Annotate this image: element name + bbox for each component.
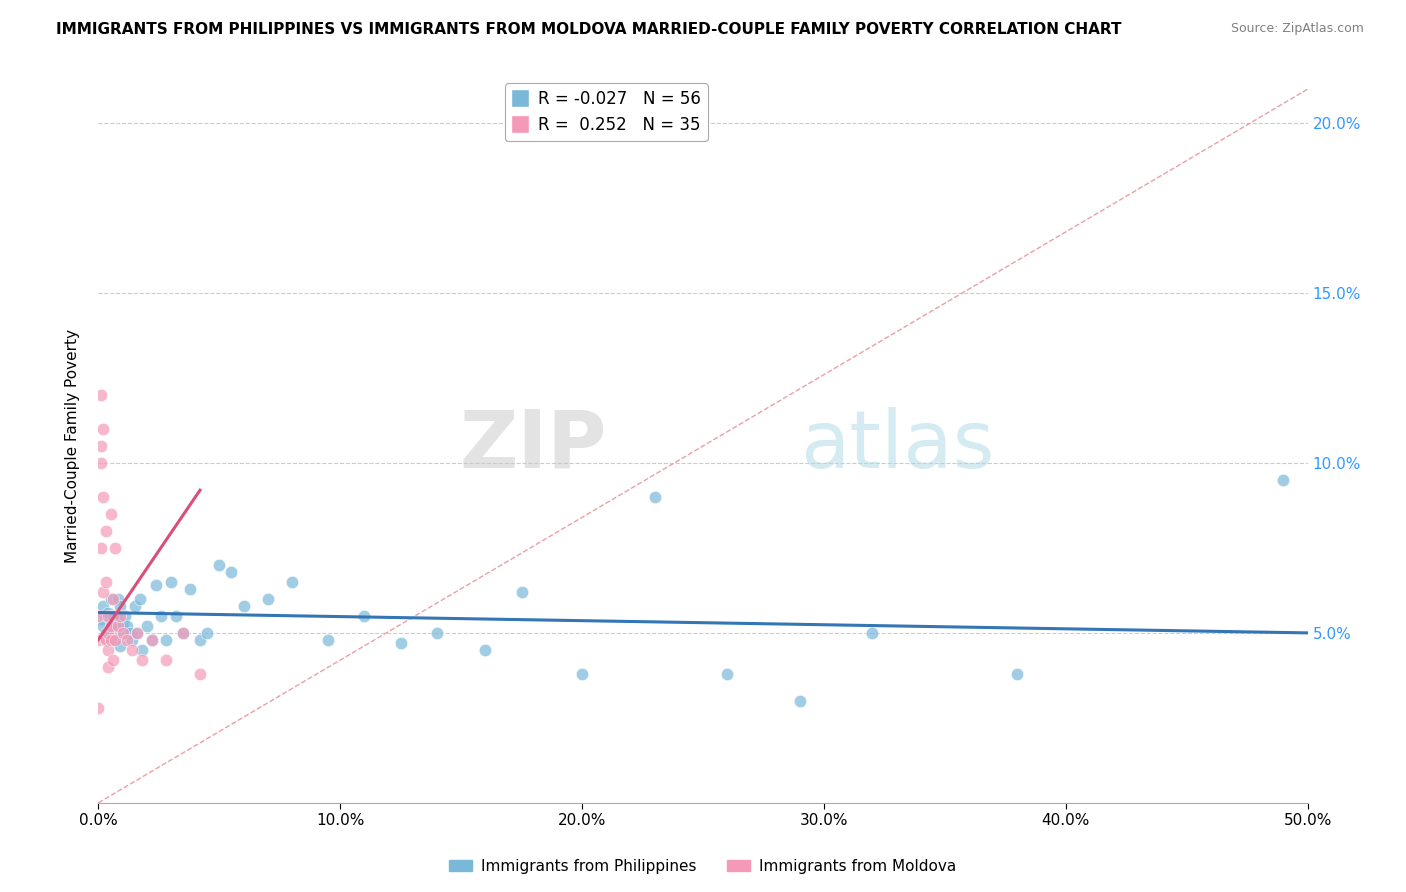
Point	[117, 619, 139, 633]
Point	[90, 456, 112, 470]
Point	[155, 632, 177, 647]
Point	[90, 439, 112, 453]
Point	[101, 626, 124, 640]
Point	[117, 632, 139, 647]
Point	[155, 653, 177, 667]
Point	[100, 632, 122, 647]
Point	[91, 599, 114, 613]
Point	[114, 608, 136, 623]
Point	[474, 643, 496, 657]
Point	[150, 608, 173, 623]
Point	[101, 591, 124, 606]
Point	[94, 524, 117, 538]
Point	[97, 608, 120, 623]
Point	[100, 591, 122, 606]
Point	[789, 694, 811, 708]
Point	[104, 619, 127, 633]
Point	[141, 632, 163, 647]
Point	[208, 558, 231, 572]
Point	[127, 626, 149, 640]
Point	[860, 626, 883, 640]
Point	[111, 615, 134, 630]
Point	[94, 608, 117, 623]
Point	[124, 599, 146, 613]
Point	[91, 490, 114, 504]
Text: Source: ZipAtlas.com: Source: ZipAtlas.com	[1230, 22, 1364, 36]
Point	[94, 632, 117, 647]
Point	[316, 632, 339, 647]
Point	[510, 585, 533, 599]
Point	[87, 700, 110, 714]
Point	[97, 643, 120, 657]
Point	[91, 585, 114, 599]
Text: IMMIGRANTS FROM PHILIPPINES VS IMMIGRANTS FROM MOLDOVA MARRIED-COUPLE FAMILY POV: IMMIGRANTS FROM PHILIPPINES VS IMMIGRANT…	[56, 22, 1122, 37]
Point	[165, 608, 187, 623]
Point	[426, 626, 449, 640]
Point	[188, 632, 211, 647]
Point	[97, 606, 120, 620]
Point	[121, 632, 143, 647]
Point	[135, 619, 157, 633]
Legend: R = -0.027   N = 56, R =  0.252   N = 35: R = -0.027 N = 56, R = 0.252 N = 35	[505, 83, 707, 141]
Point	[111, 626, 134, 640]
Point	[389, 636, 412, 650]
Point	[108, 640, 131, 654]
Point	[104, 632, 127, 647]
Point	[108, 599, 131, 613]
Point	[111, 626, 134, 640]
Point	[100, 619, 122, 633]
Point	[160, 574, 183, 589]
Y-axis label: Married-Couple Family Poverty: Married-Couple Family Poverty	[65, 329, 80, 563]
Point	[172, 626, 194, 640]
Point	[107, 591, 129, 606]
Point	[91, 619, 114, 633]
Point	[141, 632, 163, 647]
Point	[127, 626, 149, 640]
Point	[188, 666, 211, 681]
Point	[172, 626, 194, 640]
Point	[87, 608, 110, 623]
Point	[91, 422, 114, 436]
Text: ZIP: ZIP	[458, 407, 606, 485]
Point	[145, 578, 167, 592]
Point	[281, 574, 304, 589]
Point	[97, 660, 120, 674]
Point	[94, 574, 117, 589]
Point	[101, 653, 124, 667]
Point	[716, 666, 738, 681]
Point	[571, 666, 593, 681]
Point	[97, 626, 120, 640]
Point	[107, 619, 129, 633]
Point	[1272, 473, 1295, 487]
Point	[100, 507, 122, 521]
Point	[1007, 666, 1029, 681]
Point	[131, 653, 153, 667]
Point	[90, 612, 112, 626]
Point	[353, 608, 375, 623]
Point	[87, 632, 110, 647]
Point	[644, 490, 666, 504]
Point	[121, 643, 143, 657]
Point	[232, 599, 254, 613]
Text: atlas: atlas	[800, 407, 994, 485]
Point	[97, 632, 120, 647]
Point	[256, 591, 278, 606]
Legend: Immigrants from Philippines, Immigrants from Moldova: Immigrants from Philippines, Immigrants …	[443, 853, 963, 880]
Point	[94, 626, 117, 640]
Point	[90, 541, 112, 555]
Point	[128, 591, 150, 606]
Point	[118, 626, 141, 640]
Point	[100, 615, 122, 630]
Point	[108, 608, 131, 623]
Point	[90, 388, 112, 402]
Point	[131, 643, 153, 657]
Point	[107, 612, 129, 626]
Point	[179, 582, 201, 596]
Point	[104, 541, 127, 555]
Point	[101, 608, 124, 623]
Point	[104, 632, 127, 647]
Point	[221, 565, 243, 579]
Point	[195, 626, 218, 640]
